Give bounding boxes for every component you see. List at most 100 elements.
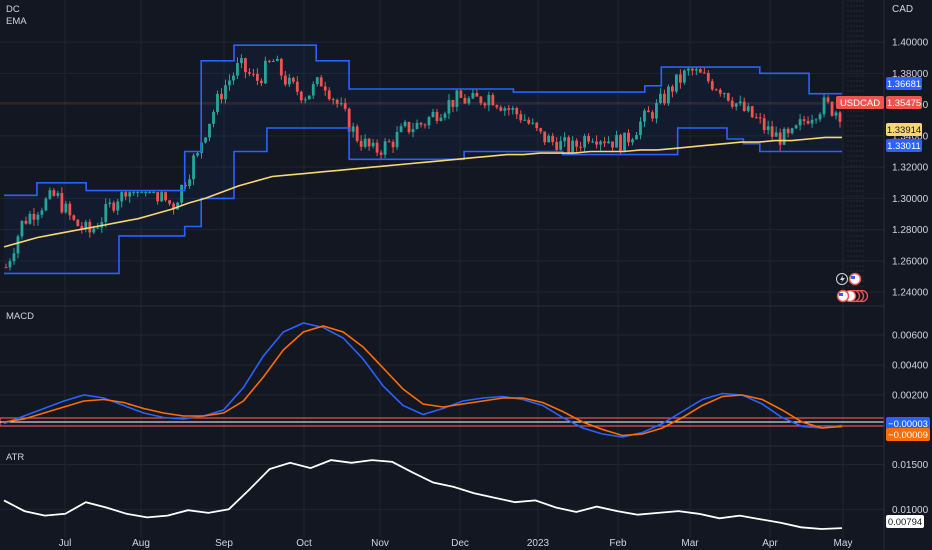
- candle-body: [176, 202, 179, 210]
- candle-body: [220, 93, 223, 100]
- candle-body: [232, 75, 235, 81]
- candle-body: [363, 138, 367, 147]
- y-tick-label: 1.24000: [892, 288, 929, 299]
- candle-body: [503, 108, 507, 111]
- candle-body: [726, 93, 730, 101]
- candle-body: [730, 100, 734, 107]
- atr-line: [3, 459, 843, 530]
- atr-indicator-label[interactable]: ATR: [6, 452, 24, 463]
- candle-body: [212, 111, 215, 124]
- candle-body: [319, 77, 323, 87]
- candle-body: [315, 77, 319, 85]
- candle-body: [287, 77, 291, 85]
- macd-value: −0.00003: [888, 419, 928, 430]
- atr-pane[interactable]: ATR: [3, 452, 843, 530]
- candle-body: [399, 126, 403, 132]
- candle-body: [267, 60, 271, 62]
- candle-body: [575, 140, 579, 147]
- macd-pane[interactable]: MACD: [0, 311, 885, 438]
- candle-body: [623, 132, 626, 152]
- candle-body: [674, 74, 678, 92]
- candle-body: [283, 75, 287, 85]
- candle-body: [407, 121, 411, 133]
- candle-body: [455, 90, 459, 107]
- candle-body: [236, 63, 239, 76]
- candle-body: [539, 128, 543, 132]
- time-axis[interactable]: Jul Aug Sep Oct Nov Dec 2023 Feb Mar Apr May: [59, 538, 853, 549]
- candle-body: [327, 90, 331, 100]
- y-tick-label: 0.00400: [892, 361, 929, 372]
- candle-body: [738, 101, 742, 104]
- candle-body: [714, 89, 718, 91]
- dc-indicator-label[interactable]: DC: [6, 4, 20, 15]
- candle-body: [643, 110, 646, 122]
- macd-indicator-label[interactable]: MACD: [6, 311, 34, 322]
- candle-body: [607, 141, 610, 144]
- candle-body: [303, 99, 307, 101]
- candle-body: [746, 106, 750, 111]
- donchian-upper-line: [4, 44, 842, 197]
- candle-body: [499, 107, 503, 111]
- candle-body: [611, 141, 614, 148]
- candle-body: [682, 70, 686, 83]
- candle-body: [92, 228, 96, 233]
- candle-body: [76, 219, 80, 227]
- us-flag-canton: [851, 276, 855, 279]
- candle-body: [551, 135, 555, 142]
- macd-line: [3, 322, 843, 438]
- us-flag-event-stack[interactable]: [836, 289, 869, 303]
- candle-body: [810, 119, 814, 124]
- candle-body: [782, 128, 786, 145]
- candle-body: [132, 192, 136, 194]
- candle-body: [647, 110, 650, 113]
- candle-body: [271, 61, 275, 63]
- y-tick-label: 1.32000: [892, 163, 929, 174]
- candle-body: [435, 111, 439, 121]
- candle-body: [667, 86, 670, 104]
- event-icons[interactable]: [836, 272, 869, 303]
- candle-body: [160, 192, 164, 202]
- candle-body: [383, 141, 387, 155]
- candle-body: [431, 111, 435, 118]
- candle-body: [754, 117, 758, 119]
- candle-body: [411, 129, 415, 133]
- candle-body: [527, 119, 531, 124]
- candle-body: [694, 69, 698, 71]
- y-tick-label: 1.40000: [892, 38, 929, 49]
- lightning-icon-glyph: [840, 275, 845, 283]
- candle-body: [818, 114, 822, 120]
- ema-tag: 1.33914: [886, 123, 922, 136]
- symbol-label: USDCAD: [840, 98, 880, 109]
- candle-body: [651, 112, 654, 119]
- candle-body: [686, 68, 690, 71]
- candle-body: [84, 221, 88, 230]
- candle-body: [204, 137, 207, 143]
- price-scale[interactable]: CAD 1.400001.380001.360001.340001.320001…: [836, 0, 930, 550]
- candle-body: [750, 106, 754, 118]
- candle-body: [72, 215, 76, 220]
- candle-body: [479, 96, 483, 104]
- candle-body: [790, 128, 794, 134]
- candle-body: [591, 141, 594, 143]
- candle-body: [631, 139, 634, 143]
- x-tick-label: 2023: [527, 538, 550, 549]
- candle-body: [64, 203, 68, 213]
- candle-body: [475, 93, 479, 97]
- candle-body: [718, 89, 722, 94]
- candle-body: [40, 210, 44, 215]
- donchian-lower-line: [4, 127, 842, 275]
- candle-body: [419, 122, 423, 125]
- price-pane[interactable]: DC EMA: [0, 4, 884, 303]
- dc-upper-tag: 1.36681: [886, 77, 922, 90]
- ema-indicator-label[interactable]: EMA: [6, 16, 27, 27]
- candle-body: [822, 97, 826, 115]
- candle-body: [140, 192, 144, 194]
- candle-body: [60, 193, 64, 213]
- candle-body: [443, 113, 447, 118]
- candle-body: [387, 141, 391, 143]
- x-tick-label: Oct: [296, 538, 312, 549]
- candle-body: [678, 74, 682, 83]
- candle-body: [355, 126, 359, 141]
